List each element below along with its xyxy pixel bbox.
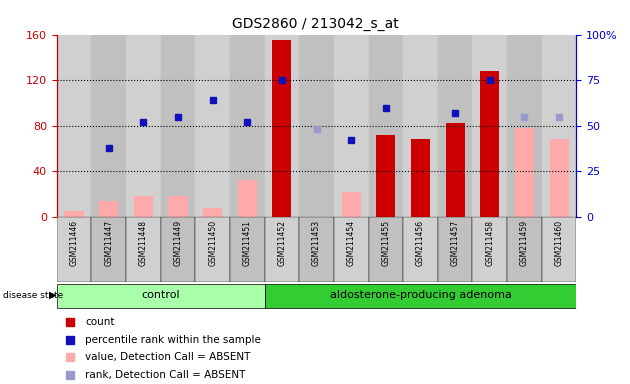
Bar [161, 35, 195, 217]
Bar [438, 35, 472, 217]
Bar [91, 217, 126, 282]
Bar [341, 192, 361, 217]
Bar [168, 197, 188, 217]
Text: GSM211455: GSM211455 [381, 220, 391, 266]
Text: percentile rank within the sample: percentile rank within the sample [85, 334, 261, 344]
Text: value, Detection Call = ABSENT: value, Detection Call = ABSENT [85, 353, 251, 362]
Bar [376, 135, 396, 217]
Bar [203, 208, 222, 217]
Bar [445, 124, 465, 217]
Bar [265, 217, 299, 282]
Text: GSM211452: GSM211452 [277, 220, 287, 266]
Bar [334, 35, 369, 217]
Bar [238, 180, 257, 217]
Bar [126, 217, 161, 282]
Text: disease state: disease state [3, 291, 64, 300]
Bar [411, 139, 430, 217]
Bar [64, 211, 84, 217]
Text: aldosterone-producing adenoma: aldosterone-producing adenoma [329, 290, 512, 300]
Text: GSM211446: GSM211446 [69, 220, 79, 266]
Bar [542, 217, 576, 282]
Text: GSM211450: GSM211450 [208, 220, 217, 266]
Bar [99, 201, 118, 217]
Bar [230, 217, 265, 282]
Text: GSM211457: GSM211457 [450, 220, 460, 266]
Bar [57, 217, 91, 282]
Bar [161, 217, 195, 282]
Bar [272, 40, 292, 217]
Text: GSM211449: GSM211449 [173, 220, 183, 266]
Bar [195, 217, 230, 282]
Bar [549, 139, 569, 217]
Text: GSM211448: GSM211448 [139, 220, 148, 266]
Text: rank, Detection Call = ABSENT: rank, Detection Call = ABSENT [85, 370, 246, 380]
Bar [507, 217, 542, 282]
Bar [334, 217, 369, 282]
Bar [507, 35, 542, 217]
Bar [195, 35, 230, 217]
Bar [91, 35, 126, 217]
Bar [403, 217, 438, 282]
Bar [134, 197, 153, 217]
Text: GSM211451: GSM211451 [243, 220, 252, 266]
Bar [472, 217, 507, 282]
Bar [542, 35, 576, 217]
Bar [299, 35, 334, 217]
Text: control: control [141, 290, 180, 300]
Bar [265, 35, 299, 217]
Bar [265, 283, 576, 308]
Text: GSM211447: GSM211447 [104, 220, 113, 266]
Text: ▶: ▶ [49, 290, 57, 300]
Bar [57, 283, 265, 308]
Text: GSM211456: GSM211456 [416, 220, 425, 266]
Bar [480, 71, 500, 217]
Bar [403, 35, 438, 217]
Text: GDS2860 / 213042_s_at: GDS2860 / 213042_s_at [232, 17, 398, 31]
Text: GSM211454: GSM211454 [346, 220, 356, 266]
Bar [369, 35, 403, 217]
Bar [369, 217, 403, 282]
Bar [411, 176, 430, 217]
Text: GSM211460: GSM211460 [554, 220, 564, 266]
Bar [515, 128, 534, 217]
Text: GSM211453: GSM211453 [312, 220, 321, 266]
Bar [57, 35, 91, 217]
Bar [126, 35, 161, 217]
Bar [438, 217, 472, 282]
Bar [272, 174, 292, 217]
Bar [472, 35, 507, 217]
Bar [230, 35, 265, 217]
Text: count: count [85, 317, 115, 327]
Text: GSM211458: GSM211458 [485, 220, 495, 266]
Text: GSM211459: GSM211459 [520, 220, 529, 266]
Bar [299, 217, 334, 282]
